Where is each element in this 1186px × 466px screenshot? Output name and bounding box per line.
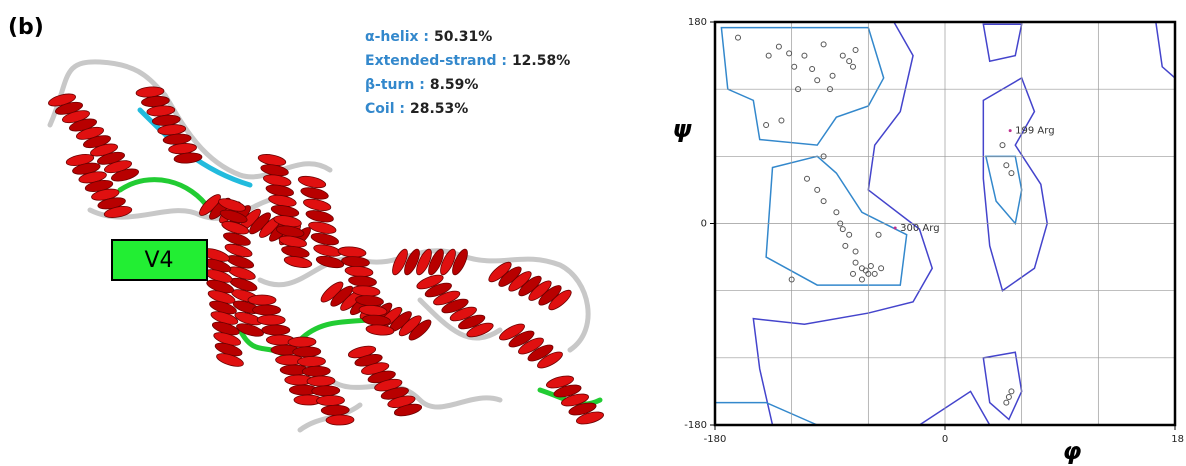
helix-turn: [288, 337, 316, 347]
legend-name: α-helix :: [365, 29, 429, 45]
point: [821, 42, 826, 47]
helix-turn: [302, 197, 331, 213]
point: [879, 266, 884, 271]
point: [851, 64, 856, 69]
point: [766, 53, 771, 58]
helix-turn: [316, 395, 344, 405]
point: [872, 271, 877, 276]
page: (b) V4 α-helix : 50.31% Extended-strand : 1…: [0, 0, 1186, 466]
legend-name: β-turn :: [365, 77, 425, 93]
contour: [715, 403, 817, 425]
annotation: 199 Arg: [1015, 126, 1054, 137]
y-axis-label: ψ: [672, 115, 692, 143]
contour: [983, 352, 1021, 419]
helix-turn: [321, 405, 349, 415]
point: [876, 232, 881, 237]
helix-turn: [307, 376, 335, 386]
annotation-point: [894, 226, 897, 229]
point: [776, 44, 781, 49]
coil: [330, 380, 500, 407]
contour: [983, 24, 1021, 61]
helix-turn: [300, 186, 329, 202]
helix-turn: [326, 415, 354, 425]
point: [853, 260, 858, 265]
point: [821, 199, 826, 204]
point: [863, 268, 868, 273]
point: [853, 249, 858, 254]
contour: [919, 391, 989, 425]
helix-turn: [257, 315, 285, 325]
point: [815, 78, 820, 83]
point: [1006, 395, 1011, 400]
helix-turn: [262, 325, 290, 335]
point: [847, 59, 852, 64]
point: [830, 73, 835, 78]
point: [851, 271, 856, 276]
point: [843, 243, 848, 248]
helix-turn: [297, 174, 326, 190]
helix-turn: [283, 254, 312, 269]
y-tick-label: -180: [684, 420, 707, 431]
point: [853, 47, 858, 52]
legend-value: 50.31%: [434, 29, 492, 45]
point: [805, 176, 810, 181]
point: [1004, 163, 1009, 168]
point: [840, 53, 845, 58]
point: [1000, 143, 1005, 148]
figure: (b) V4 α-helix : 50.31% Extended-strand : 1…: [0, 0, 1186, 466]
point: [847, 232, 852, 237]
point: [834, 210, 839, 215]
contour: [721, 28, 883, 146]
point: [859, 277, 864, 282]
y-tick-label: 0: [701, 219, 707, 230]
helix-turn: [253, 305, 281, 315]
x-tick-label: 18: [1171, 434, 1184, 445]
point: [840, 227, 845, 232]
x-tick-label: -180: [704, 434, 727, 445]
legend-name: Extended-strand :: [365, 53, 507, 69]
annotation: 300 Arg: [900, 223, 939, 234]
annotation-point: [1009, 129, 1012, 132]
legend: α-helix : 50.31% Extended-strand : 12.58% β-…: [365, 29, 570, 117]
helix-turn: [310, 231, 339, 247]
legend-value: 28.53%: [410, 101, 468, 117]
point: [779, 118, 784, 123]
helix-turn: [308, 220, 337, 236]
x-tick-label: 0: [942, 434, 948, 445]
point: [802, 53, 807, 58]
contour: [1156, 22, 1175, 78]
point: [764, 122, 769, 127]
legend-value: 12.58%: [512, 53, 570, 69]
legend-value: 8.59%: [430, 77, 479, 93]
point: [1004, 400, 1009, 405]
contour: [766, 156, 907, 285]
point: [810, 67, 815, 72]
panel-label: (b): [8, 15, 44, 40]
helix-turn: [312, 386, 340, 396]
point: [1009, 389, 1014, 394]
helix-turn: [297, 356, 325, 366]
x-axis-label: φ: [1063, 437, 1082, 465]
helix-turn: [302, 366, 330, 376]
y-tick-label: 180: [688, 17, 707, 28]
helix-turn: [248, 295, 276, 305]
structure-label: V4: [144, 248, 173, 273]
helix-turn: [305, 208, 334, 224]
point: [736, 35, 741, 40]
point: [792, 64, 797, 69]
point: [868, 264, 873, 269]
point: [815, 187, 820, 192]
legend-name: Coil :: [365, 101, 405, 117]
helix-turn: [366, 324, 395, 337]
point: [1009, 171, 1014, 176]
point: [787, 51, 792, 56]
helix-turn: [293, 347, 321, 357]
coil: [120, 180, 210, 210]
ramachandran-plot: -180 0 18 180 0 -180 φ ψ 199 Arg 300 Arg: [672, 17, 1184, 465]
